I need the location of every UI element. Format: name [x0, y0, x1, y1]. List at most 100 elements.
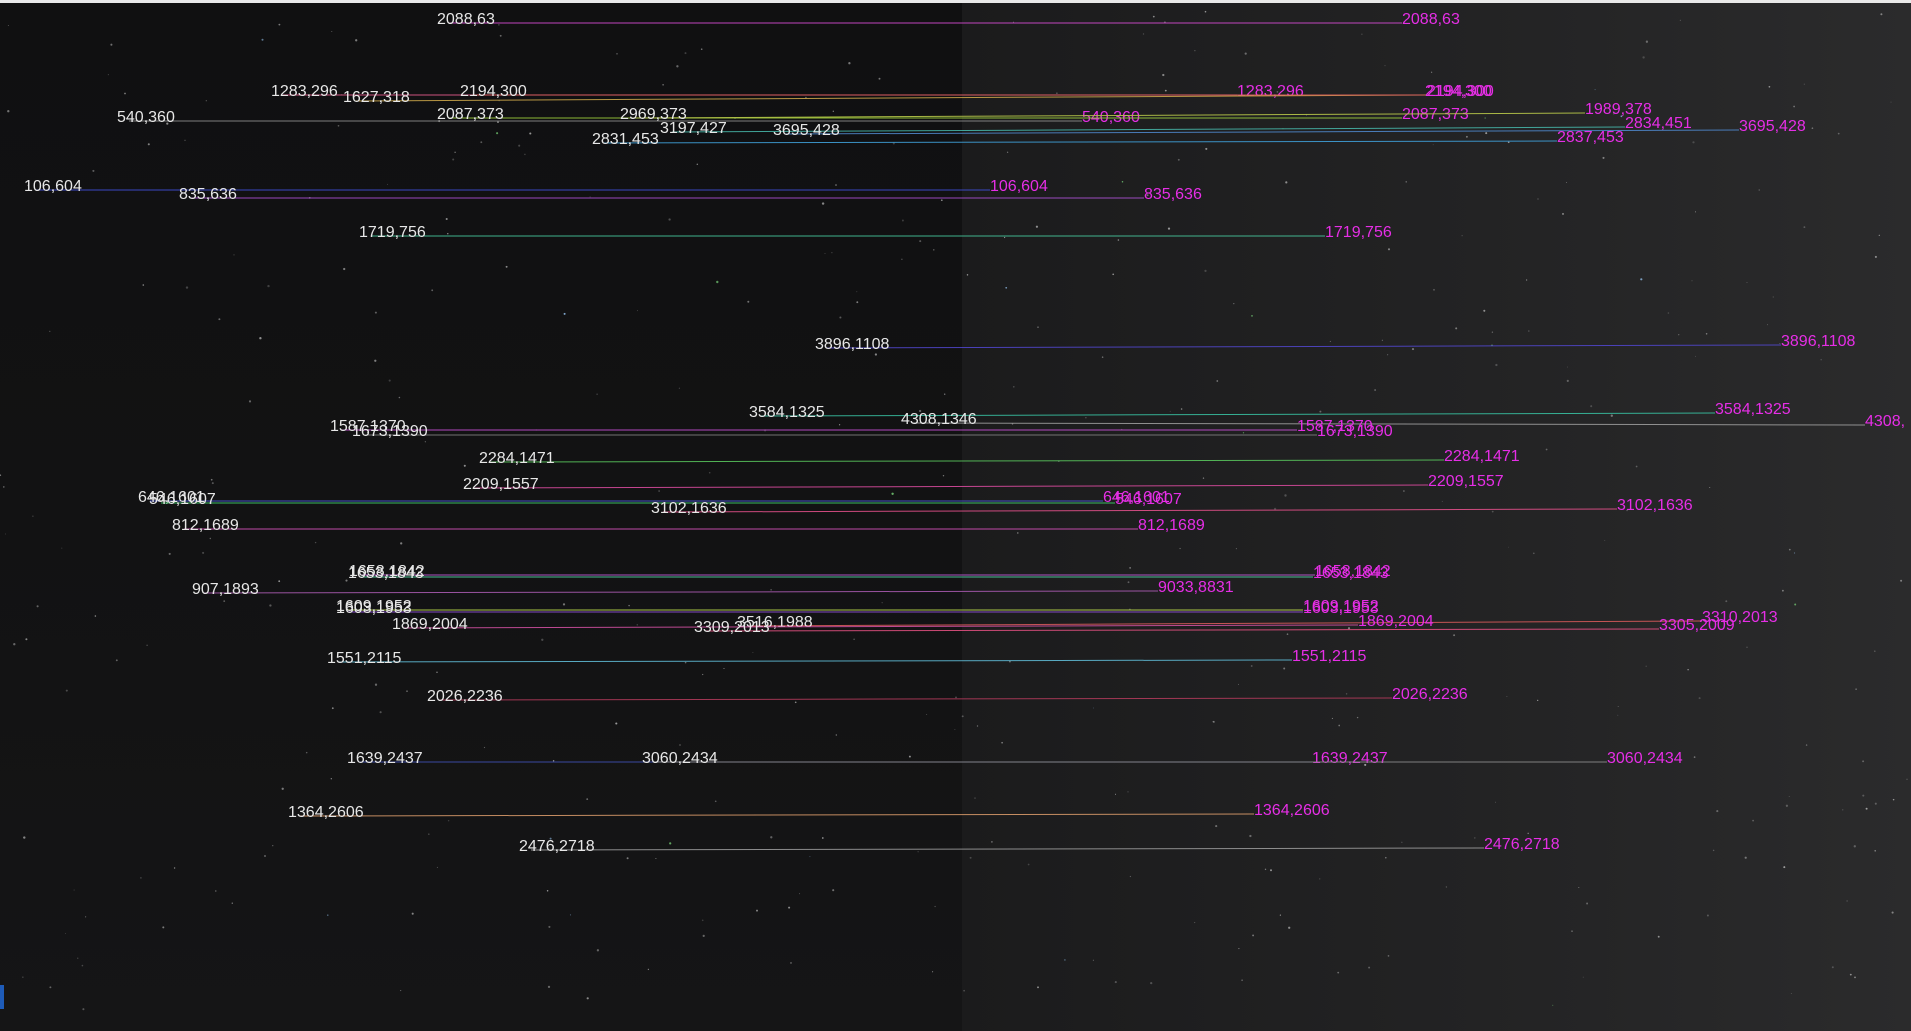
- star-dot: [1169, 410, 1171, 412]
- left-keypoint-label: 2969,373: [620, 106, 687, 123]
- star-dot: [1129, 567, 1131, 569]
- match-pair: 2969,373 1989,378: [620, 101, 1652, 123]
- match-pair: 2194,300 2194,300: [460, 83, 1492, 100]
- left-keypoint-label: 1627,318: [343, 89, 410, 106]
- left-keypoint-label: 1283,296: [271, 83, 338, 100]
- star-dot: [1604, 540, 1606, 541]
- star-dot: [1279, 914, 1281, 916]
- star-dot: [218, 318, 221, 321]
- star-dot: [1891, 911, 1894, 914]
- star-dot: [1361, 33, 1363, 35]
- right-keypoint-label: 2834,451: [1625, 115, 1692, 132]
- match-pair: 2831,453 2837,453: [592, 129, 1624, 148]
- left-keypoint-label: 2209,1557: [463, 476, 539, 493]
- star-dot: [1112, 273, 1115, 276]
- star-dot: [1027, 863, 1030, 866]
- star-dot: [702, 673, 704, 676]
- left-keypoint-label: 1364,2606: [288, 804, 364, 821]
- star-dot: [942, 475, 945, 477]
- star-dot: [1578, 886, 1580, 889]
- star-dot: [146, 644, 148, 647]
- star-dot: [278, 580, 281, 583]
- star-dot: [1035, 225, 1039, 228]
- star-dot: [1657, 935, 1660, 938]
- left-keypoint-label: 546,1607: [149, 491, 216, 508]
- star-dot: [700, 48, 703, 50]
- star-dot: [231, 902, 233, 904]
- star-dot: [1246, 85, 1249, 88]
- star-dot: [49, 330, 51, 333]
- star-dot: [1179, 547, 1181, 550]
- star-dot: [374, 683, 378, 686]
- star-dot: [934, 905, 936, 908]
- star-dot: [628, 604, 630, 607]
- star-dot: [1805, 744, 1808, 746]
- star-dot: [908, 755, 911, 758]
- star-dot: [790, 961, 792, 964]
- star-dot: [702, 934, 705, 938]
- match-pair: 2087,373 2087,373: [437, 106, 1469, 123]
- left-keypoint-label: 4308,1346: [901, 411, 977, 428]
- star-dot: [1508, 546, 1509, 548]
- star-dot: [0, 474, 2, 476]
- star-dot: [1114, 981, 1117, 984]
- star-dot: [1811, 127, 1814, 130]
- right-keypoint-label: 1719,756: [1325, 224, 1392, 241]
- right-keypoint-label: 2284,1471: [1444, 448, 1520, 465]
- star-dot: [1337, 971, 1340, 974]
- left-keypoint-label: 106,604: [24, 178, 82, 195]
- star-dot: [1368, 966, 1371, 969]
- left-keypoint-label: 3060,2434: [642, 750, 718, 767]
- star-dot: [708, 471, 711, 474]
- star-dot: [522, 480, 524, 482]
- star-dot: [211, 482, 214, 485]
- star-dot: [1645, 665, 1647, 667]
- right-keypoint-label: 3896,1108: [1781, 333, 1856, 350]
- star-dot: [1768, 85, 1771, 88]
- star-dot: [955, 696, 957, 699]
- match-pair: 3584,1325 3584,1325: [749, 401, 1791, 421]
- star-dot: [1286, 633, 1289, 635]
- star-dot: [1319, 410, 1322, 413]
- match-line: [203, 590, 1159, 594]
- match-pair: 2088,63 2088,63: [437, 11, 1460, 28]
- star-dot: [1880, 13, 1883, 16]
- star-dot: [1215, 825, 1218, 828]
- star-dot: [1491, 331, 1494, 333]
- star-dot: [1746, 646, 1748, 648]
- star-dot: [1284, 494, 1287, 497]
- star-dot: [1602, 156, 1605, 159]
- star-dot: [1705, 333, 1708, 335]
- star-dot: [1150, 981, 1153, 985]
- left-keypoint-label: 3102,1636: [651, 500, 727, 517]
- left-keypoint-label: 1673,1390: [352, 423, 428, 440]
- star-dot: [1338, 724, 1341, 727]
- left-keypoint-label: 907,1893: [192, 581, 259, 598]
- right-keypoint-label: 2087,373: [1402, 106, 1469, 123]
- star-dot: [1249, 834, 1252, 838]
- star-dot: [269, 604, 272, 607]
- star-dot: [495, 455, 497, 456]
- star-dot: [259, 337, 262, 340]
- match-pair: 1609,1952 1609,1952: [336, 598, 1379, 615]
- star-dot: [1491, 510, 1494, 513]
- star-dot: [436, 866, 438, 868]
- star-dot: [26, 184, 29, 187]
- right-keypoint-label: 3305,2009: [1659, 617, 1735, 634]
- star-dot: [1772, 296, 1774, 298]
- star-dot: [498, 24, 500, 26]
- right-keypoint-label: 2026,2236: [1392, 686, 1468, 703]
- star-dot: [454, 151, 456, 153]
- side-indicator: [0, 985, 4, 1009]
- right-keypoint-label: 1658,1842: [1315, 563, 1391, 580]
- star-dot: [1862, 760, 1865, 763]
- star-dot: [1528, 330, 1530, 332]
- right-keypoint-label: 2476,2718: [1484, 836, 1560, 853]
- right-keypoint-label: 106,604: [990, 178, 1048, 195]
- star-dot: [184, 139, 186, 141]
- star-dot: [824, 253, 826, 254]
- star-dot: [331, 707, 334, 710]
- star-dot: [1537, 699, 1539, 702]
- star-dot: [596, 949, 600, 952]
